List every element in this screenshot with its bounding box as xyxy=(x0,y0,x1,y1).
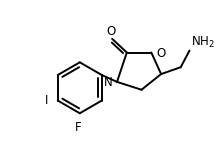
Text: I: I xyxy=(45,94,48,107)
Text: O: O xyxy=(107,25,116,38)
Text: N: N xyxy=(104,76,113,89)
Text: F: F xyxy=(75,121,81,134)
Text: NH$_2$: NH$_2$ xyxy=(192,34,215,50)
Text: O: O xyxy=(156,47,165,60)
